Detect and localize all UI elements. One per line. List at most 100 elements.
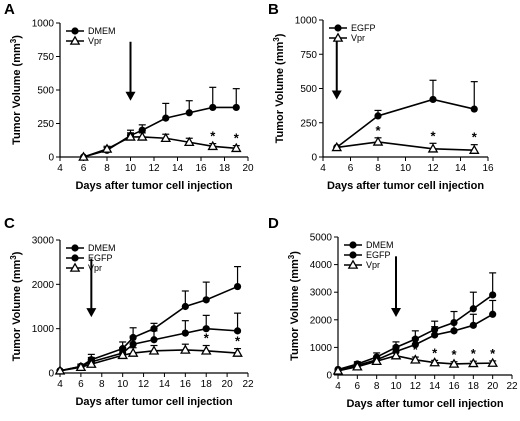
data-point <box>371 355 382 366</box>
x-tick-label: 12 <box>138 379 150 390</box>
x-tick-label: 12 <box>427 163 439 174</box>
legend-label-egfp: EGFP <box>88 253 113 263</box>
significance-star: * <box>430 128 436 143</box>
data-point <box>181 302 189 311</box>
series-dmem <box>56 266 242 375</box>
panel-letter-B: B <box>268 1 279 18</box>
data-point <box>372 136 384 146</box>
x-axis-title: Days after tumor cell injection <box>346 398 503 410</box>
series-line <box>336 141 475 151</box>
legend-label-dmem: DMEM <box>366 240 394 250</box>
y-axis-title: Tumor Volume (mm3) <box>287 251 301 361</box>
treatment-arrow-head <box>391 308 401 318</box>
data-point <box>470 105 478 113</box>
data-point <box>230 142 242 153</box>
data-point <box>429 95 437 104</box>
significance-star: * <box>451 347 457 362</box>
y-tick-label: 750 <box>37 52 54 63</box>
data-point <box>54 365 66 375</box>
x-tick-label: 6 <box>81 163 87 174</box>
data-point <box>202 296 210 304</box>
x-tick-label: 14 <box>159 379 171 390</box>
data-point <box>86 358 97 368</box>
data-point <box>202 325 210 333</box>
y-tick-label: 0 <box>326 371 332 382</box>
y-tick-label: 1000 <box>310 343 333 354</box>
x-tick-label: 12 <box>410 381 422 392</box>
y-tick-label: 4000 <box>310 260 333 271</box>
x-tick-label: 4 <box>57 163 63 174</box>
series-line <box>336 98 475 149</box>
y-tick-label: 500 <box>37 86 54 97</box>
x-tick-label: 20 <box>222 379 234 390</box>
legend-marker <box>349 251 357 259</box>
data-point <box>469 321 477 329</box>
significance-star: * <box>413 342 419 357</box>
legend-marker <box>334 24 342 32</box>
legend-label-egfp: EGFP <box>351 23 376 33</box>
data-point <box>429 357 440 367</box>
x-tick-label: 18 <box>201 379 213 390</box>
legend-marker <box>71 27 79 35</box>
data-point <box>233 282 242 291</box>
series-vpr <box>54 343 243 375</box>
x-tick-label: 4 <box>320 163 326 174</box>
significance-star: * <box>472 130 478 145</box>
y-axis-title: Tumor Volume (mm3) <box>9 251 23 361</box>
y-tick-label: 250 <box>37 119 54 130</box>
y-tick-label: 1000 <box>32 324 55 335</box>
data-point <box>127 347 139 357</box>
series-vpr <box>331 136 480 154</box>
y-tick-label: 1000 <box>32 19 55 30</box>
data-point <box>232 103 240 112</box>
data-point <box>148 345 160 355</box>
data-point <box>150 336 158 344</box>
data-point <box>487 357 498 367</box>
y-axis-title: Tumor Volume (mm3) <box>9 35 23 145</box>
legend-marker <box>332 32 344 42</box>
data-point <box>181 329 189 337</box>
y-tick-label: 0 <box>48 369 54 380</box>
data-point <box>183 136 195 147</box>
data-point <box>468 144 480 154</box>
data-point <box>233 327 242 335</box>
x-tick-label: 22 <box>242 379 254 390</box>
legend-label-vpr: Vpr <box>88 36 102 46</box>
series-line <box>59 327 238 372</box>
y-tick-label: 0 <box>311 153 317 164</box>
significance-star: * <box>235 334 241 349</box>
x-tick-label: 18 <box>219 163 231 174</box>
data-point <box>410 354 421 364</box>
x-tick-label: 12 <box>148 163 160 174</box>
y-tick-label: 0 <box>48 153 54 164</box>
x-tick-label: 14 <box>429 381 441 392</box>
y-tick-label: 250 <box>300 118 317 129</box>
x-tick-label: 8 <box>104 163 110 174</box>
series-egfp <box>333 79 478 152</box>
x-axis-title: Days after tumor cell injection <box>75 180 232 192</box>
x-tick-label: 10 <box>117 379 129 390</box>
x-tick-label: 4 <box>57 379 63 390</box>
y-tick-label: 2000 <box>32 280 55 291</box>
significance-star: * <box>234 131 240 146</box>
significance-star: * <box>210 129 216 144</box>
significance-star: * <box>432 345 438 360</box>
data-point <box>207 140 219 151</box>
significance-star: * <box>204 331 210 346</box>
panel-letter-A: A <box>4 1 15 18</box>
legend-marker <box>349 241 357 249</box>
data-point <box>180 344 191 354</box>
y-tick-label: 3000 <box>310 288 333 299</box>
x-tick-label: 16 <box>195 163 207 174</box>
x-tick-label: 10 <box>400 163 412 174</box>
x-tick-label: 22 <box>506 381 518 392</box>
panel-letter-C: C <box>4 215 15 232</box>
treatment-arrow-head <box>331 90 342 100</box>
data-point <box>200 345 212 355</box>
panel-A: A 0 250 500 750 1000 4 6 8 10 12 14 16 18 20 Days after… <box>4 1 254 192</box>
legend-marker <box>71 244 79 252</box>
x-tick-label: 16 <box>448 381 460 392</box>
